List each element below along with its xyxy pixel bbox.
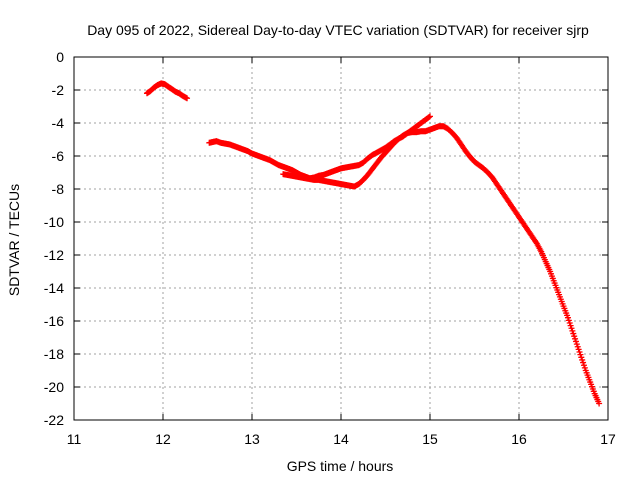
data-point-marker [427,113,433,120]
x-axis-label: GPS time / hours [287,458,394,474]
chart-title: Day 095 of 2022, Sidereal Day-to-day VTE… [87,22,589,38]
y-tick-label: -10 [44,214,64,230]
x-tick-label: 16 [511,431,527,447]
y-tick-label: -20 [44,379,64,395]
axis-layer: 11 12 13 14 15 16 17 0 -2 -4 -6 -8 -10 -12 -14 -16 -18 -2… [44,49,616,447]
y-tick-label: -12 [44,247,64,263]
y-tick-label: -6 [52,148,65,164]
data-point-marker [184,95,191,102]
y-tick-label: -2 [52,82,65,98]
y-tick-label: -16 [44,313,64,329]
y-tick-label: -14 [44,280,64,296]
x-tick-label: 17 [600,431,616,447]
y-axis-label: SDTVAR / TECUs [6,184,22,296]
x-tick-label: 11 [67,431,82,447]
y-tick-label: -4 [52,115,65,131]
y-tick-label: -18 [44,346,64,362]
y-tick-label: -22 [44,412,64,428]
y-tick-label: -8 [52,181,65,197]
grid-layer [74,57,608,420]
x-tick-label: 12 [155,431,171,447]
y-tick-label: 0 [56,49,64,65]
x-tick-label: 15 [422,431,438,447]
data-point-marker [596,400,603,407]
x-tick-label: 13 [244,431,260,447]
data-point-marker [426,114,433,121]
x-tick-label: 14 [333,431,349,447]
series-layer [143,80,603,407]
